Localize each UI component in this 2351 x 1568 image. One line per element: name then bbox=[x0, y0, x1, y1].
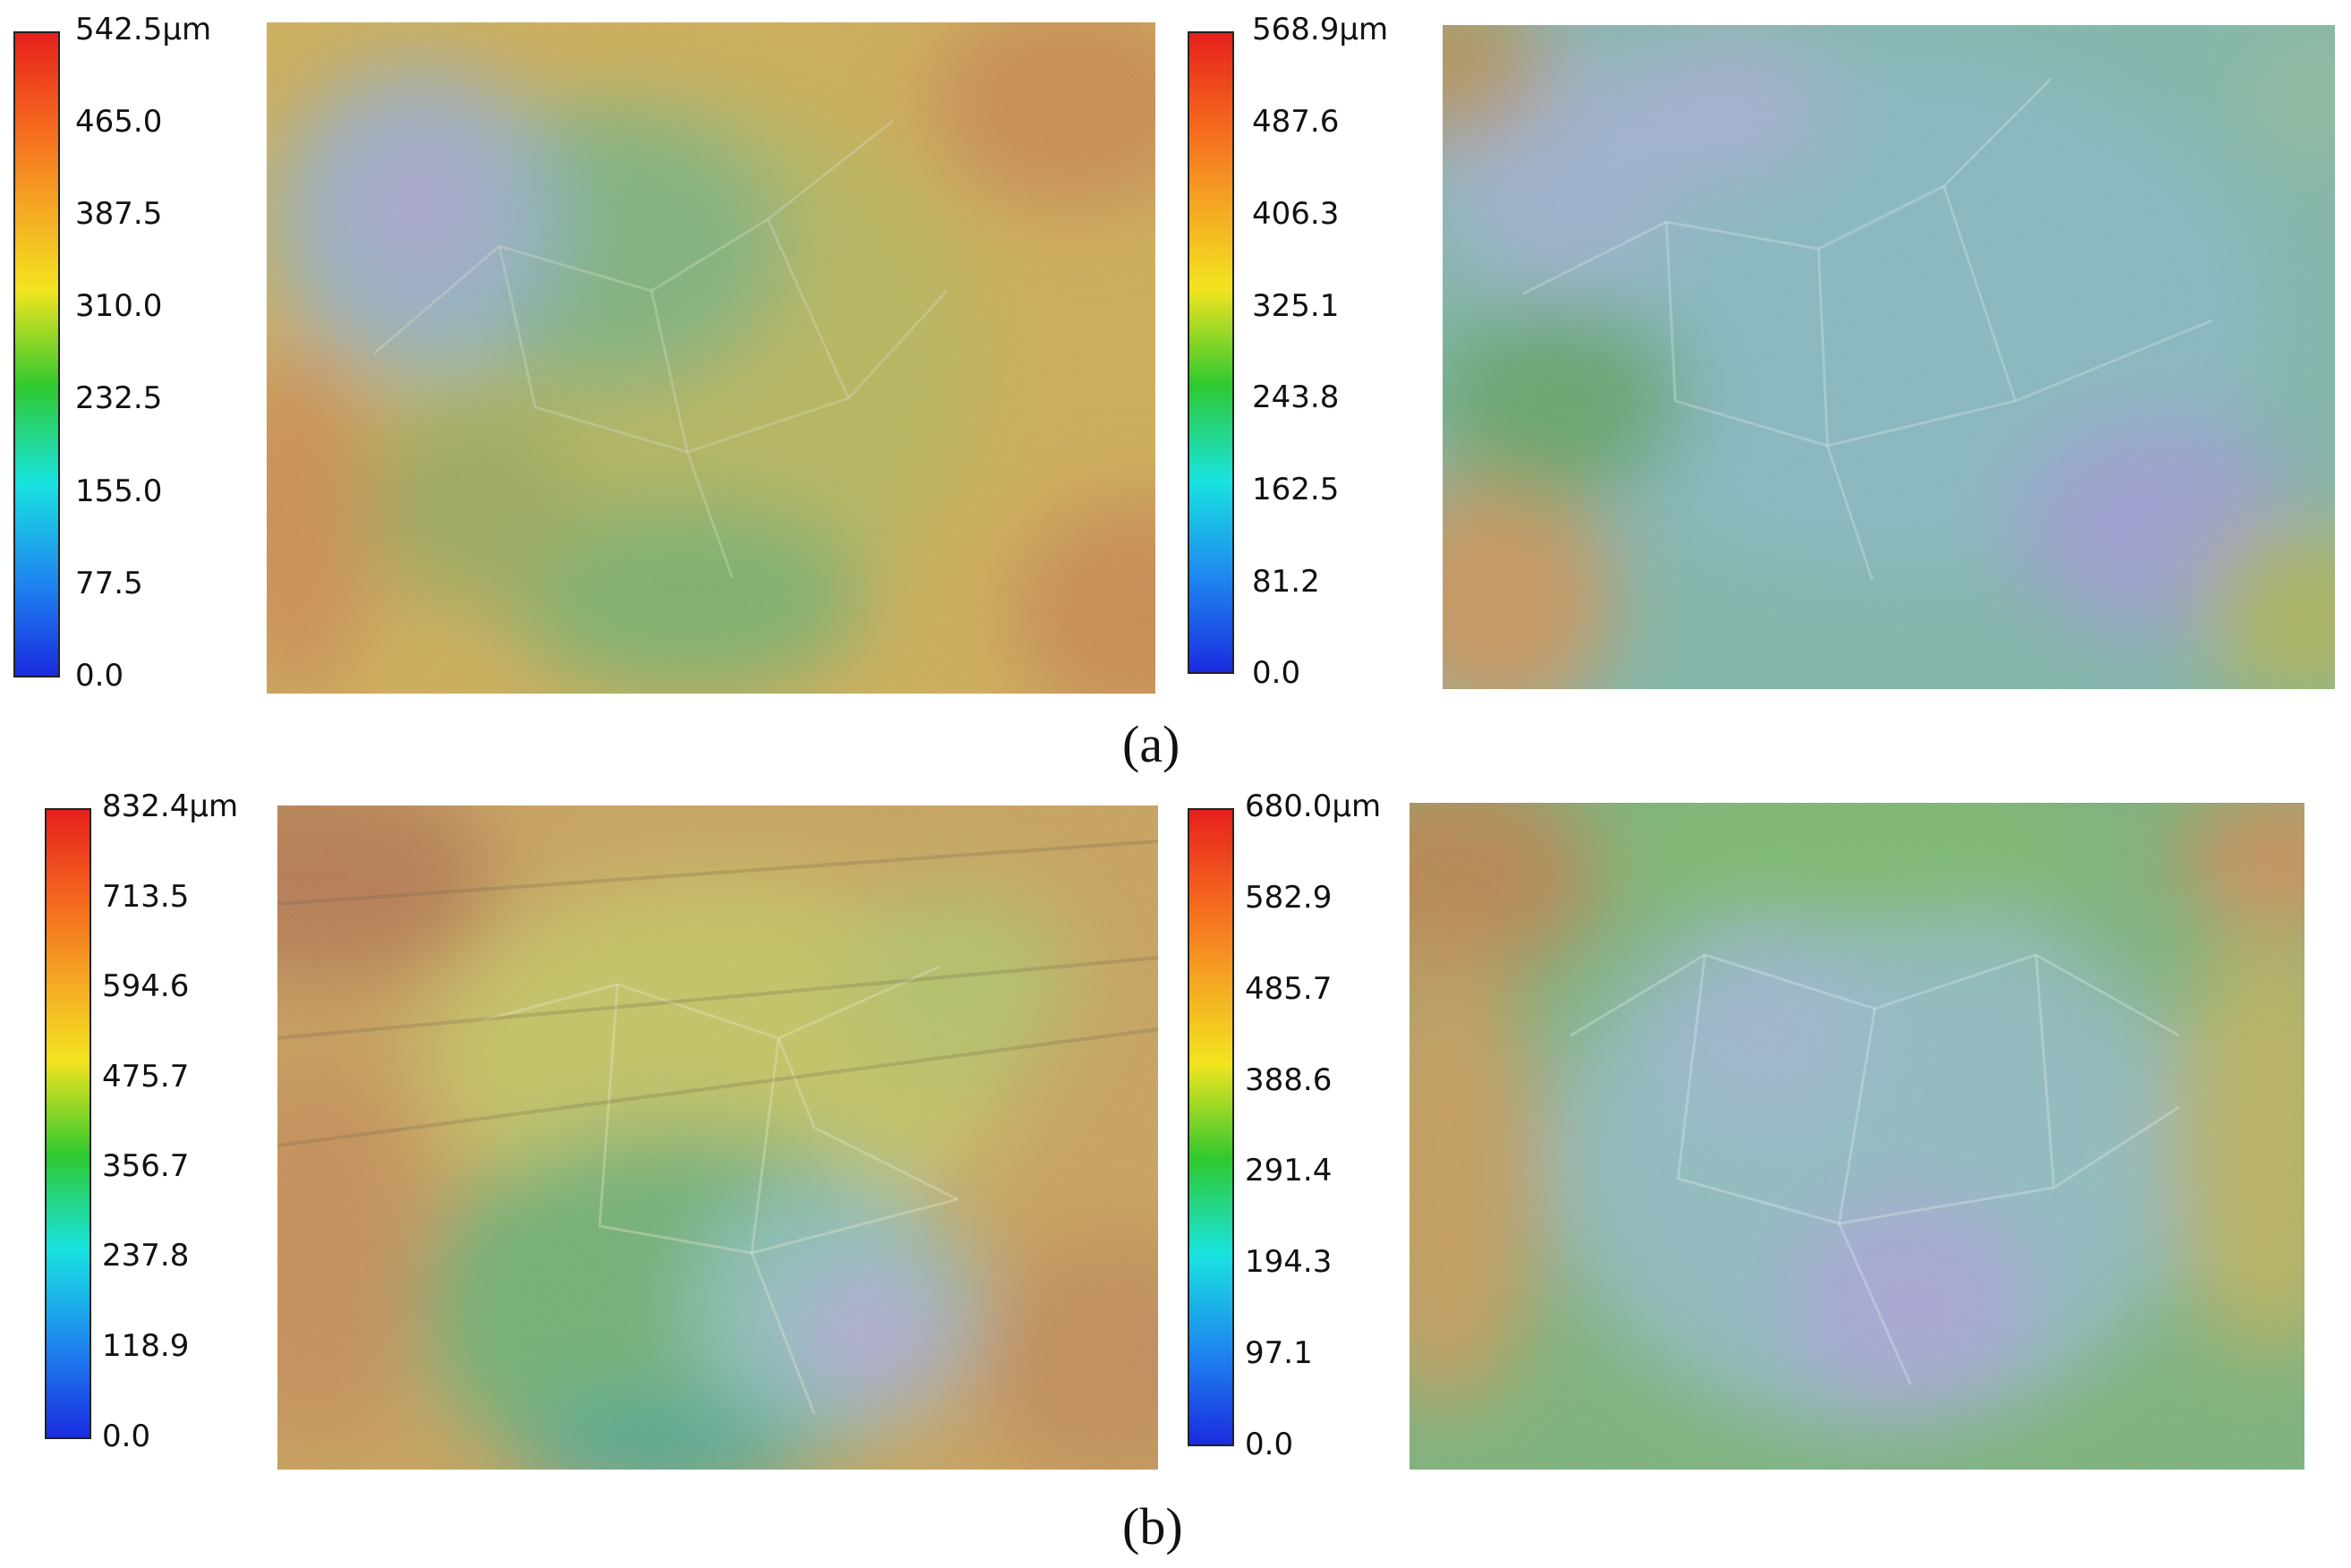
color-scale-bar-b1 bbox=[45, 808, 91, 1439]
scale-tick-label: 194.3 bbox=[1245, 1244, 1333, 1280]
scale-tick-label: 162.5 bbox=[1252, 472, 1340, 507]
scale-tick-label: 77.5 bbox=[75, 566, 143, 601]
height-map-image-b1 bbox=[277, 805, 1158, 1470]
scale-tick-label: 485.7 bbox=[1245, 971, 1333, 1007]
color-scale-bar-a2 bbox=[1188, 31, 1234, 674]
color-scale-bar-a1 bbox=[13, 31, 60, 677]
scale-tick-label: 387.5 bbox=[75, 196, 163, 232]
scale-tick-label: 0.0 bbox=[1252, 655, 1301, 691]
scale-tick-label: 356.7 bbox=[102, 1148, 190, 1184]
scale-tick-label: 232.5 bbox=[75, 380, 163, 416]
height-map-image-b2 bbox=[1410, 803, 2304, 1470]
scale-tick-label: 81.2 bbox=[1252, 564, 1320, 600]
scale-tick-label: 832.4μm bbox=[102, 788, 239, 824]
scale-tick-label: 388.6 bbox=[1245, 1062, 1333, 1098]
scale-tick-label: 0.0 bbox=[1245, 1427, 1294, 1462]
scale-tick-label: 310.0 bbox=[75, 288, 163, 324]
scale-tick-label: 0.0 bbox=[102, 1419, 151, 1454]
scale-tick-label: 237.8 bbox=[102, 1238, 190, 1274]
scale-tick-label: 475.7 bbox=[102, 1059, 190, 1095]
scale-tick-label: 0.0 bbox=[75, 658, 124, 694]
scale-tick-label: 155.0 bbox=[75, 473, 163, 509]
height-map-image-a2 bbox=[1443, 25, 2335, 689]
scale-tick-label: 487.6 bbox=[1252, 104, 1340, 140]
scale-tick-label: 291.4 bbox=[1245, 1153, 1333, 1189]
scale-tick-label: 568.9μm bbox=[1252, 12, 1389, 47]
scale-tick-label: 582.9 bbox=[1245, 880, 1333, 916]
scale-tick-label: 97.1 bbox=[1245, 1335, 1313, 1371]
scale-tick-label: 594.6 bbox=[102, 968, 190, 1004]
scale-tick-label: 243.8 bbox=[1252, 379, 1340, 415]
scale-tick-label: 713.5 bbox=[102, 879, 190, 915]
panel-caption-a: (a) bbox=[1122, 715, 1180, 773]
scale-tick-label: 325.1 bbox=[1252, 288, 1340, 324]
panel-caption-b: (b) bbox=[1122, 1497, 1183, 1555]
scale-tick-label: 118.9 bbox=[102, 1328, 190, 1364]
color-scale-bar-b2 bbox=[1188, 808, 1234, 1446]
scale-tick-label: 465.0 bbox=[75, 104, 163, 140]
scale-tick-label: 680.0μm bbox=[1245, 788, 1382, 824]
height-map-image-a1 bbox=[267, 22, 1155, 694]
scale-tick-label: 406.3 bbox=[1252, 196, 1340, 232]
scale-tick-label: 542.5μm bbox=[75, 12, 212, 47]
